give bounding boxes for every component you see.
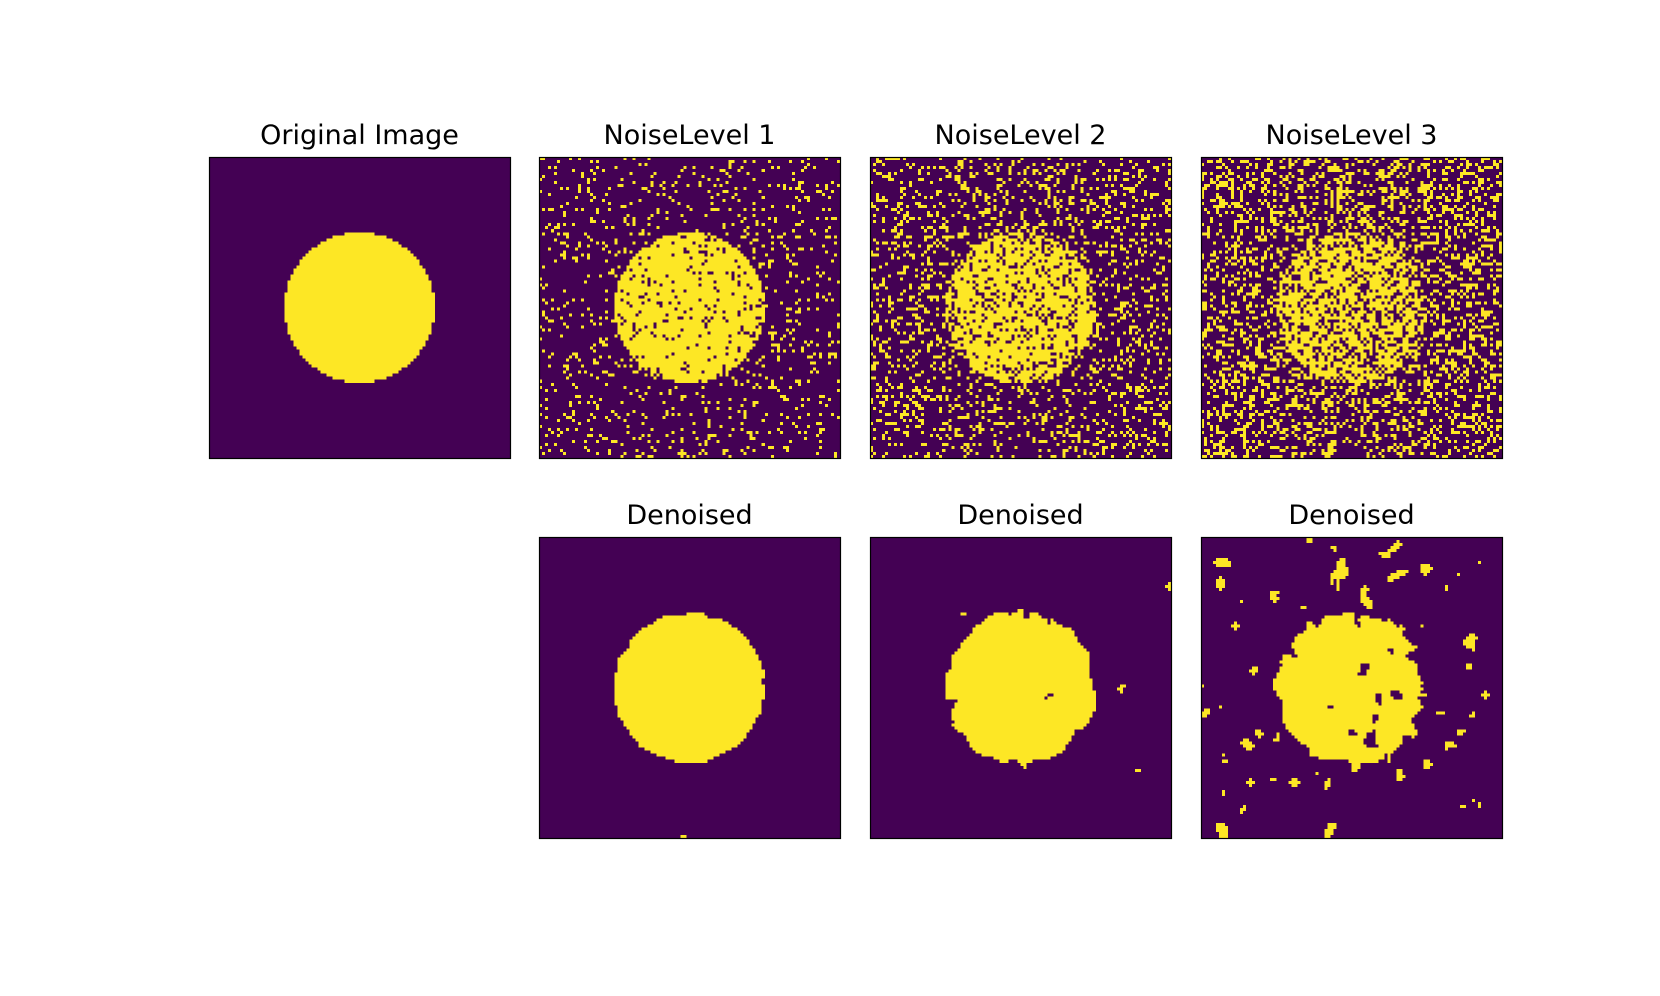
- panel-frame: [869, 536, 1173, 840]
- image-panel: [870, 537, 1171, 838]
- panel-frame: [538, 156, 842, 460]
- panel-title: Denoised: [957, 500, 1083, 531]
- image-pixels: [284, 232, 435, 383]
- image-panel: [1201, 537, 1502, 838]
- panel-frame: [869, 156, 1173, 460]
- image-pixels: [1201, 157, 1502, 458]
- image-panel: [870, 157, 1171, 458]
- panel-title: NoiseLevel 2: [935, 120, 1107, 151]
- panel-title: Denoised: [1288, 500, 1414, 531]
- panel-frame: [1200, 536, 1504, 840]
- image-panel: [539, 537, 840, 838]
- panel-frame: [1200, 156, 1504, 460]
- image-pixels: [870, 157, 1171, 458]
- image-panel: [209, 157, 510, 458]
- image-pixels: [614, 612, 765, 838]
- image-pixels: [945, 582, 1171, 772]
- image-panel: [1201, 157, 1502, 458]
- panel-title: Denoised: [626, 500, 752, 531]
- panel-frame: [538, 536, 842, 840]
- image-panel: [539, 157, 840, 458]
- image-pixels: [539, 157, 840, 458]
- panel-frame: [208, 156, 512, 460]
- panel-title: Original Image: [260, 120, 459, 151]
- panel-title: NoiseLevel 1: [604, 120, 776, 151]
- image-pixels: [1201, 537, 1490, 838]
- panel-title: NoiseLevel 3: [1266, 120, 1438, 151]
